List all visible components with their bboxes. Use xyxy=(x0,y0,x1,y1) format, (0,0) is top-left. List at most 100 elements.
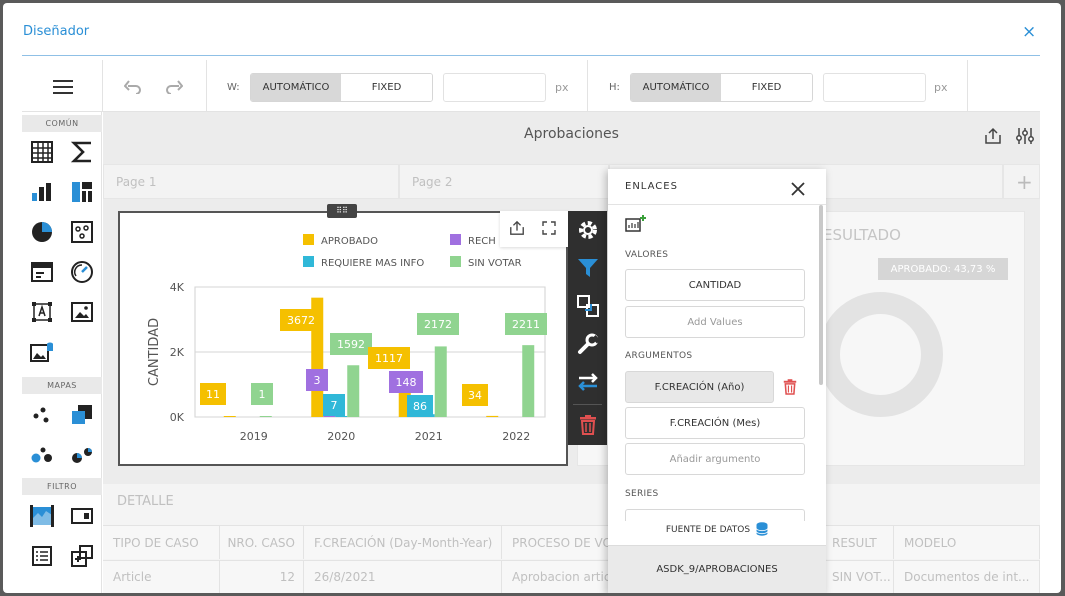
width-automatic-button[interactable]: AUTOMÁTICO xyxy=(251,74,341,101)
add-page-button[interactable]: + xyxy=(1003,164,1040,199)
tab-page-2[interactable]: Page 2 xyxy=(399,164,609,199)
item-toolbox: COMÚN M xyxy=(22,112,102,593)
series-label: SERIES xyxy=(625,489,659,499)
series-item[interactable] xyxy=(625,509,805,521)
grid-icon[interactable] xyxy=(29,139,55,165)
title-divider xyxy=(22,55,1040,56)
section-maps: MAPAS xyxy=(22,377,102,394)
choropleth-map-icon[interactable] xyxy=(69,402,95,428)
argument-item-year[interactable]: F.CREACIÓN (Año) xyxy=(625,371,774,403)
legend-label: APROBADO xyxy=(321,236,378,247)
combo-box-icon[interactable] xyxy=(69,503,95,529)
argument-item-month[interactable]: F.CREACIÓN (Mes) xyxy=(625,407,805,439)
close-icon[interactable] xyxy=(790,174,806,202)
data-label: 11 xyxy=(206,388,220,401)
bubble-map-icon[interactable] xyxy=(29,402,55,428)
legend-label: RECH xyxy=(468,236,496,247)
menu-icon[interactable] xyxy=(50,74,76,100)
tab-page-1[interactable]: Page 1 xyxy=(103,164,399,199)
width-input[interactable] xyxy=(443,73,546,102)
undo-icon[interactable] xyxy=(122,76,144,98)
column-header[interactable]: NRO. CASO xyxy=(220,525,304,559)
bar-chart-icon[interactable] xyxy=(29,179,55,205)
table-cell: SIN VOT... xyxy=(822,560,894,593)
column-header[interactable]: MODELO xyxy=(894,525,1040,559)
parameters-icon[interactable] xyxy=(1014,126,1036,146)
data-label-box xyxy=(417,313,459,335)
data-label-box xyxy=(323,394,345,416)
data-label: 3 xyxy=(314,374,321,387)
height-unit: px xyxy=(934,81,948,94)
width-unit: px xyxy=(555,81,569,94)
height-fixed-button[interactable]: FIXED xyxy=(721,74,812,101)
card-icon[interactable] xyxy=(29,259,55,285)
drag-handle-icon[interactable]: ⠿⠿ xyxy=(327,204,357,218)
height-automatic-button[interactable]: AUTOMÁTICO xyxy=(631,74,721,101)
y-axis-label: CANTIDAD xyxy=(147,318,162,386)
width-fixed-button[interactable]: FIXED xyxy=(341,74,432,101)
data-label: 3672 xyxy=(287,314,315,327)
value-item-cantidad[interactable]: CANTIDAD xyxy=(625,269,805,301)
table-cell: Documentos de int... xyxy=(894,560,1040,593)
table-cell: Article xyxy=(103,560,220,593)
y-tick-label: 0K xyxy=(170,411,185,424)
result-card-title: ESULTADO xyxy=(823,226,901,244)
filter-icon[interactable] xyxy=(568,249,607,287)
data-label-box xyxy=(306,369,328,391)
item-options-toolbar xyxy=(568,211,607,445)
chart-card[interactable]: ⠿⠿ 0K 2K 4K CANTIDAD 2019 2020 2021 2022 11 1 3672… xyxy=(118,204,570,466)
add-values-button[interactable]: Add Values xyxy=(625,306,805,338)
column-header[interactable]: F.CREACIÓN (Day-Month-Year) xyxy=(304,525,502,559)
arguments-label: ARGUMENTOS xyxy=(625,351,693,361)
legend-swatch xyxy=(303,256,314,267)
values-label: VALORES xyxy=(625,250,669,260)
table-cell: 12 xyxy=(220,560,304,593)
data-label-box xyxy=(505,313,547,335)
treemap-icon[interactable] xyxy=(69,179,95,205)
pie-map-icon[interactable] xyxy=(69,442,95,468)
dashboard-canvas: Aprobaciones Page 1 Page 2 + ESULTADO AP… xyxy=(103,112,1040,593)
panel-scrollbar[interactable] xyxy=(819,205,823,385)
trash-icon[interactable] xyxy=(780,377,800,397)
height-mode-toggle: AUTOMÁTICO FIXED xyxy=(630,73,813,102)
panel-divider xyxy=(608,204,826,205)
sum-icon[interactable] xyxy=(69,139,95,165)
group-icon[interactable] xyxy=(69,543,95,569)
scatter-map-icon[interactable] xyxy=(69,219,95,245)
section-common: COMÚN xyxy=(22,115,102,132)
dashboard-title[interactable]: Aprobaciones xyxy=(524,126,619,142)
datasource-header[interactable]: FUENTE DE DATOS xyxy=(608,515,826,545)
text-box-icon[interactable] xyxy=(29,299,55,325)
close-icon[interactable]: × xyxy=(1022,22,1037,42)
list-box-icon[interactable] xyxy=(29,543,55,569)
delete-icon[interactable] xyxy=(568,406,607,444)
bar xyxy=(434,346,447,417)
bound-image-icon[interactable] xyxy=(29,339,55,365)
card-export-icon[interactable] xyxy=(506,217,528,239)
column-header[interactable]: RESULT xyxy=(822,525,894,559)
range-filter-icon[interactable] xyxy=(29,503,55,529)
maximize-icon[interactable] xyxy=(538,217,560,239)
image-icon[interactable] xyxy=(69,299,95,325)
add-chart-icon[interactable] xyxy=(625,213,647,233)
width-label: W: xyxy=(227,82,240,93)
add-argument-button[interactable]: Añadir argumento xyxy=(625,443,805,475)
data-label: 148 xyxy=(396,376,417,389)
wrench-icon[interactable] xyxy=(568,325,607,363)
column-header[interactable]: TIPO DE CASO xyxy=(103,525,220,559)
card-actions xyxy=(500,211,570,247)
geo-point-map-icon[interactable] xyxy=(29,442,55,468)
redo-icon[interactable] xyxy=(163,76,185,98)
pie-chart-icon[interactable] xyxy=(29,219,55,245)
legend-swatch xyxy=(450,256,461,267)
gear-icon[interactable] xyxy=(568,211,607,249)
data-label-box xyxy=(280,309,322,331)
datasource-item[interactable]: ASDK_9/APROBACIONES xyxy=(608,545,826,593)
gauge-icon[interactable] xyxy=(69,259,95,285)
convert-icon[interactable] xyxy=(568,287,607,325)
height-input[interactable] xyxy=(823,73,926,102)
bar xyxy=(335,416,348,417)
export-icon[interactable] xyxy=(983,126,1003,146)
swap-icon[interactable] xyxy=(568,363,607,401)
legend-label: REQUIERE MAS INFO xyxy=(321,258,424,269)
